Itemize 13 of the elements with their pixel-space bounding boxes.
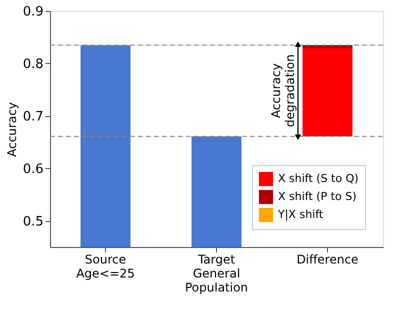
legend-label: X shift (S to Q) (278, 172, 359, 185)
y-tick-label: 0.6 (22, 162, 44, 177)
y-tick-label: 0.7 (22, 109, 44, 124)
x-tick-label: Source Age<=25 (76, 252, 135, 280)
y-tick-label: 0.9 (22, 4, 44, 20)
y-tick-label: 0.5 (22, 214, 44, 230)
y-tick-label: 0.8 (22, 56, 44, 72)
x-tick-label: Difference (296, 252, 358, 266)
legend-label: Y|X shift (277, 208, 324, 221)
x-tick-label: Target General Population (184, 252, 248, 294)
legend-label: X shift (P to S) (278, 190, 357, 203)
annotation: Accuracy degradation (269, 54, 297, 128)
y-axis-title: Accuracy (4, 102, 19, 157)
